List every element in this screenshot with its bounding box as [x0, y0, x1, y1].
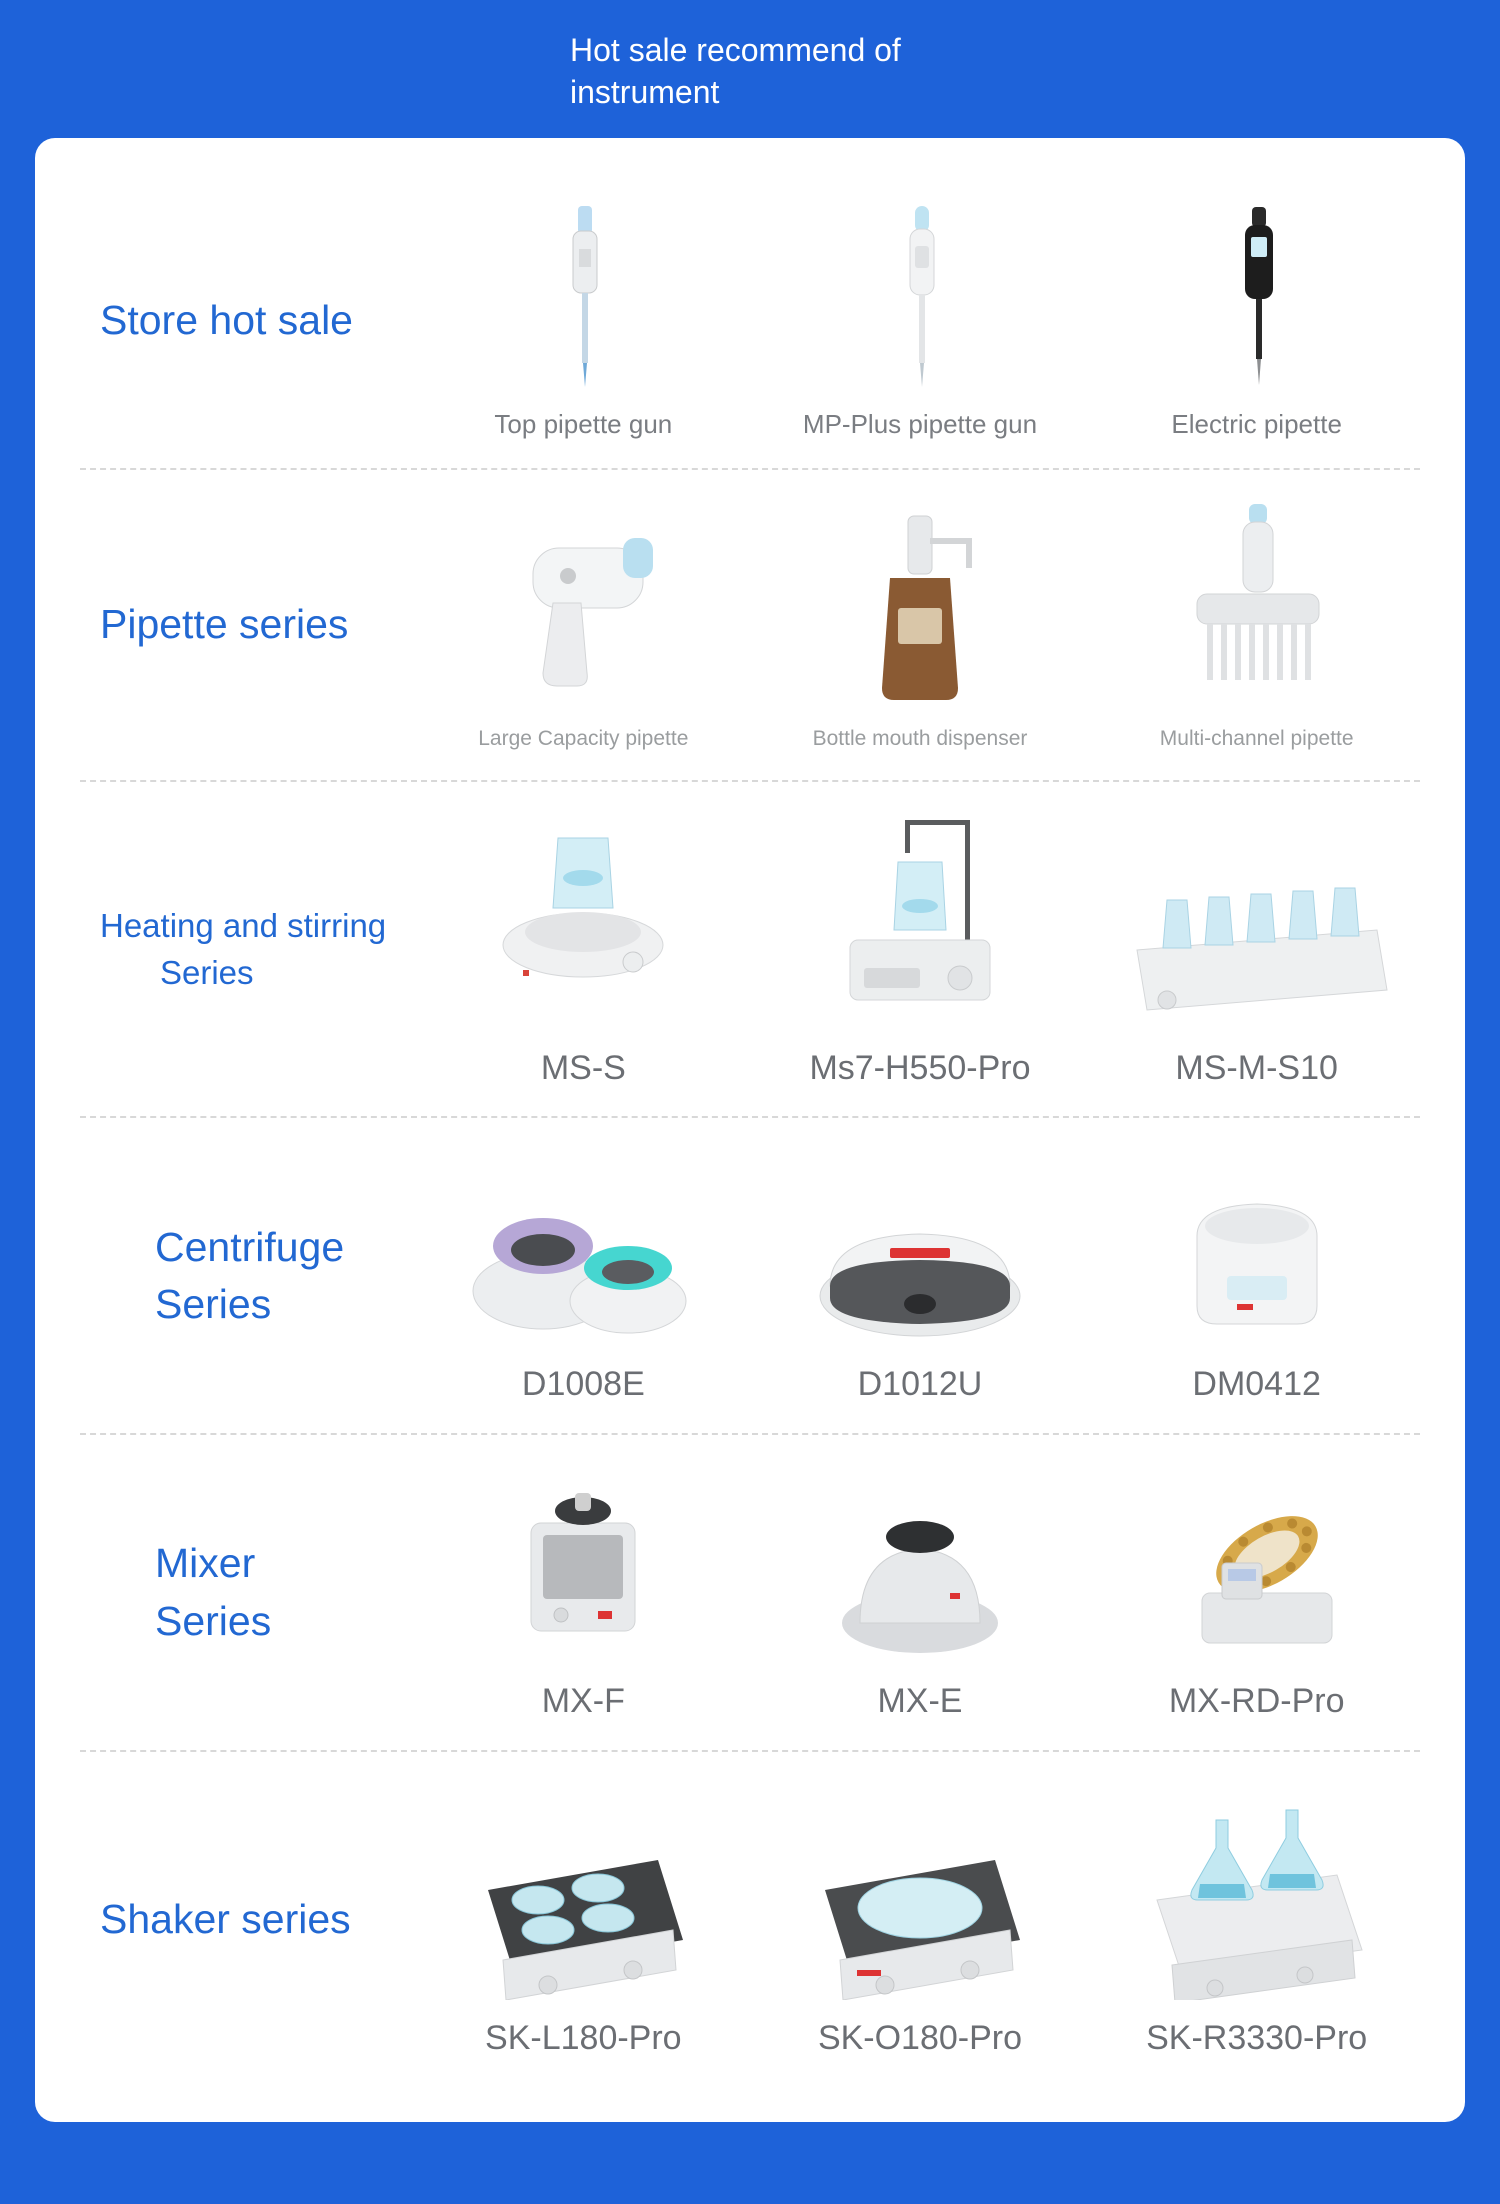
row-title: Store hot sale [100, 297, 353, 343]
product-item[interactable]: Electric pipette [1093, 201, 1420, 440]
product-label: SK-L180-Pro [485, 2018, 682, 2059]
product-label: SK-O180-Pro [818, 2018, 1022, 2059]
product-item[interactable]: SK-R3330-Pro [1093, 1780, 1420, 2059]
product-label: DM0412 [1192, 1364, 1321, 1405]
mixer-box-icon [483, 1463, 683, 1663]
pipette-blue-icon [523, 201, 643, 391]
centrifuge-flat-icon [800, 1176, 1040, 1346]
product-label: SK-R3330-Pro [1146, 2018, 1367, 2059]
product-item[interactable]: D1008E [420, 1146, 747, 1405]
row-title: Centrifuge [155, 1224, 344, 1270]
centrifuge-mini-icon [453, 1146, 713, 1346]
shaker-plates-icon [458, 1790, 708, 2000]
row-label: Shaker series [80, 1894, 420, 1945]
product-label: Large Capacity pipette [478, 726, 688, 751]
row-label: Heating and stirring Series [80, 905, 420, 994]
product-item[interactable]: Top pipette gun [420, 201, 747, 440]
product-label: MS-S [541, 1048, 626, 1089]
row-label: Centrifuge Series [80, 1222, 420, 1331]
row-label: Pipette series [80, 599, 420, 650]
bottle-dispenser-icon [830, 508, 1010, 708]
product-label: Electric pipette [1171, 409, 1342, 440]
product-label: D1012U [858, 1364, 983, 1405]
product-item[interactable]: MP-Plus pipette gun [757, 201, 1084, 440]
row-items: D1008E D1012U DM0412 [420, 1146, 1420, 1405]
product-label: MX-RD-Pro [1169, 1681, 1345, 1722]
stirrer-multi-icon [1107, 860, 1407, 1030]
pipette-black-icon [1197, 201, 1317, 391]
mixer-rotator-icon [1142, 1463, 1372, 1663]
catalog-row-store-hot-sale: Store hot sale Top pipette gun MP-Plus p… [80, 173, 1420, 470]
product-label: Ms7-H550-Pro [809, 1048, 1030, 1089]
page-title: Hot sale recommend of instrument [570, 30, 970, 113]
row-title: Mixer [155, 1540, 255, 1586]
row-subtitle: Series [155, 1279, 420, 1330]
product-label: Top pipette gun [494, 409, 672, 440]
row-subtitle: Series [155, 1596, 420, 1647]
product-label: Multi-channel pipette [1160, 726, 1354, 751]
catalog-row-pipette-series: Pipette series Large Capacity pipette Bo… [80, 470, 1420, 781]
product-item[interactable]: Ms7-H550-Pro [757, 810, 1084, 1089]
product-item[interactable]: MS-S [420, 820, 747, 1089]
product-item[interactable]: SK-O180-Pro [757, 1790, 1084, 2059]
shaker-flasks-icon [1127, 1780, 1387, 2000]
product-item[interactable]: MX-E [757, 1473, 1084, 1722]
product-label: MX-F [542, 1681, 625, 1722]
row-title: Shaker series [100, 1896, 351, 1942]
product-item[interactable]: DM0412 [1093, 1166, 1420, 1405]
row-title: Pipette series [100, 601, 348, 647]
row-items: SK-L180-Pro SK-O180-Pro SK-R3330-Pro [420, 1780, 1420, 2059]
mixer-vortex-icon [820, 1473, 1020, 1663]
catalog-row-shaker-series: Shaker series SK-L180-Pro SK-O180-Pro SK… [80, 1752, 1420, 2087]
catalog-row-centrifuge-series: Centrifuge Series D1008E D1012U DM0412 [80, 1118, 1420, 1435]
product-item[interactable]: D1012U [757, 1176, 1084, 1405]
row-label: Store hot sale [80, 295, 420, 346]
row-items: Top pipette gun MP-Plus pipette gun Elec… [420, 201, 1420, 440]
row-items: Large Capacity pipette Bottle mouth disp… [420, 498, 1420, 751]
product-label: MS-M-S10 [1175, 1048, 1337, 1089]
catalog-card: Store hot sale Top pipette gun MP-Plus p… [35, 138, 1465, 2122]
catalog-row-heating-stirring: Heating and stirring Series MS-S Ms7-H550… [80, 782, 1420, 1119]
row-title: Heating and stirring [100, 907, 386, 944]
product-item[interactable]: MS-M-S10 [1093, 860, 1420, 1089]
product-label: Bottle mouth dispenser [813, 726, 1028, 751]
product-item[interactable]: Bottle mouth dispenser [757, 508, 1084, 751]
stirrer-single-icon [473, 820, 693, 1030]
product-item[interactable]: Multi-channel pipette [1093, 498, 1420, 751]
pipette-gun-icon [473, 508, 693, 708]
product-item[interactable]: MX-F [420, 1463, 747, 1722]
centrifuge-box-icon [1157, 1166, 1357, 1346]
row-label: Mixer Series [80, 1538, 420, 1647]
catalog-row-mixer-series: Mixer Series MX-F MX-E MX-RD-Pro [80, 1435, 1420, 1752]
product-item[interactable]: MX-RD-Pro [1093, 1463, 1420, 1722]
stirrer-stand-icon [810, 810, 1030, 1030]
product-item[interactable]: Large Capacity pipette [420, 508, 747, 751]
product-label: MX-E [877, 1681, 962, 1722]
row-items: MS-S Ms7-H550-Pro MS-M-S10 [420, 810, 1420, 1089]
product-label: MP-Plus pipette gun [803, 409, 1037, 440]
product-item[interactable]: SK-L180-Pro [420, 1790, 747, 2059]
product-label: D1008E [522, 1364, 645, 1405]
row-subtitle: Series [160, 952, 420, 993]
shaker-dish-icon [795, 1790, 1045, 2000]
multichannel-icon [1157, 498, 1357, 708]
row-items: MX-F MX-E MX-RD-Pro [420, 1463, 1420, 1722]
pipette-blue-light-icon [860, 201, 980, 391]
